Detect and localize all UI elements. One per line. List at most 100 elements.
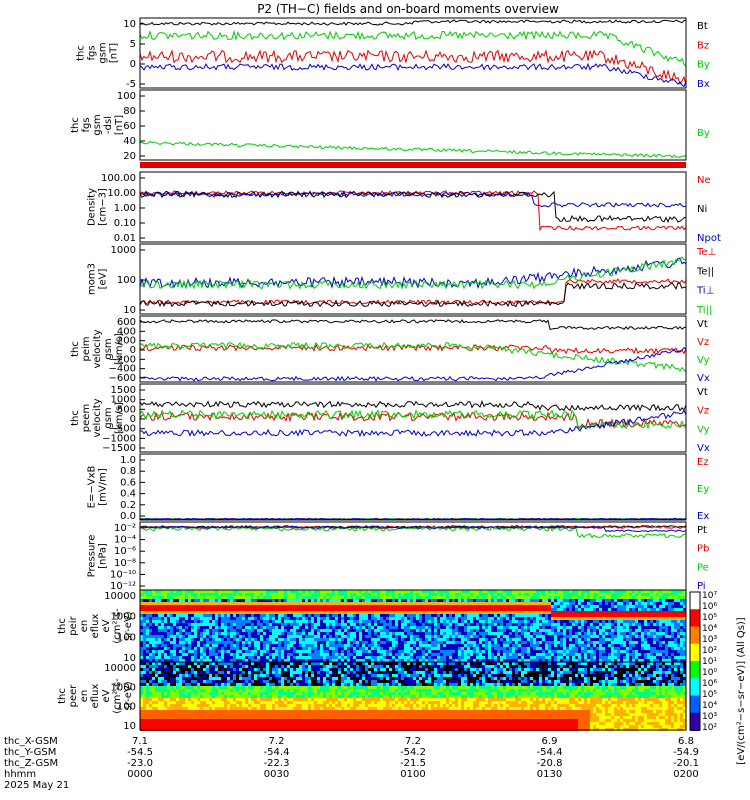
spectrogram-cell <box>551 656 554 659</box>
spectrogram-cell <box>179 626 182 629</box>
spectrogram-cell <box>281 659 284 662</box>
spectrogram-cell <box>368 605 371 608</box>
spectrogram-cell <box>401 608 404 611</box>
spectrogram-cell <box>386 659 389 662</box>
spectrogram-cell <box>560 659 563 662</box>
spectrogram-cell <box>170 611 173 614</box>
spectrogram-cell <box>230 590 233 593</box>
spectrogram-cell <box>623 635 626 638</box>
spectrogram-cell <box>680 656 683 659</box>
spectrogram-cell <box>308 596 311 599</box>
spectrogram-cell <box>380 635 383 638</box>
spectrogram-cell <box>155 695 158 698</box>
spectrogram-cell <box>326 635 329 638</box>
spectrogram-cell <box>668 599 671 602</box>
spectrogram-cell <box>290 608 293 611</box>
spectrogram-cell <box>143 683 146 686</box>
spectrogram-cell <box>584 596 587 599</box>
spectrogram-cell <box>257 653 260 656</box>
spectrogram-cell <box>323 623 326 626</box>
spectrogram-cell <box>167 638 170 641</box>
spectrogram-cell <box>386 599 389 602</box>
spectrogram-cell <box>683 605 686 608</box>
spectrogram-cell <box>545 635 548 638</box>
spectrogram-cell <box>155 614 158 617</box>
ylabel-line: en <box>79 620 90 633</box>
spectrogram-cell <box>152 638 155 641</box>
spectrogram-cell <box>443 653 446 656</box>
spectrogram-cell <box>479 623 482 626</box>
spectrogram-cell <box>545 659 548 662</box>
spectrogram-cell <box>182 608 185 611</box>
spectrogram-cell <box>566 629 569 632</box>
spectrogram-cell <box>245 590 248 593</box>
spectrogram-cell <box>434 635 437 638</box>
spectrogram-cell <box>335 632 338 635</box>
spectrogram-cell <box>644 641 647 644</box>
spectrogram-cell <box>419 596 422 599</box>
spectrogram-cell <box>317 599 320 602</box>
spectrogram-cell <box>380 620 383 623</box>
spectrogram-cell <box>152 620 155 623</box>
spectrogram-cell <box>224 635 227 638</box>
spectrogram-cell <box>281 620 284 623</box>
spectrogram-cell <box>440 608 443 611</box>
spectrogram-cell <box>200 659 203 662</box>
spectrogram-cell <box>353 611 356 614</box>
spectrogram-cell <box>509 617 512 620</box>
spectrogram-cell <box>341 629 344 632</box>
spectrogram-cell <box>248 659 251 662</box>
spectrogram-cell <box>602 641 605 644</box>
spectrogram-cell <box>419 611 422 614</box>
spectrogram-cell <box>185 605 188 608</box>
spectrogram-cell <box>653 653 656 656</box>
spectrogram-cell <box>614 617 617 620</box>
spectrogram-cell <box>230 623 233 626</box>
spectrogram-cell <box>530 653 533 656</box>
spectrogram-cell <box>386 590 389 593</box>
spectrogram-cell <box>623 653 626 656</box>
spectrogram-cell <box>431 629 434 632</box>
spectrogram-cell <box>362 593 365 596</box>
spectrogram-cell <box>542 659 545 662</box>
spectrogram-cell <box>572 608 575 611</box>
spectrogram-cell <box>365 629 368 632</box>
spectrogram-cell <box>167 593 170 596</box>
spectrogram-cell <box>674 620 677 623</box>
spectrogram-cell <box>470 605 473 608</box>
spectrogram-cell <box>296 656 299 659</box>
spectrogram-cell <box>299 593 302 596</box>
spectrogram-cell <box>497 647 500 650</box>
spectrogram-cell <box>440 611 443 614</box>
spectrogram-cell <box>215 647 218 650</box>
spectrogram-cell <box>617 647 620 650</box>
spectrogram-cell <box>152 593 155 596</box>
series-line-te <box>139 278 687 306</box>
spectrogram-cell <box>659 602 662 605</box>
spectrogram-cell <box>335 596 338 599</box>
spectrogram-cell <box>476 611 479 614</box>
panel-frame <box>139 171 687 243</box>
series-line-ti <box>139 256 687 290</box>
spectrogram-cell <box>455 632 458 635</box>
spectrogram-cell <box>257 656 260 659</box>
spectrogram-cell <box>542 653 545 656</box>
spectrogram-cell <box>242 590 245 593</box>
spectrogram-cell <box>437 647 440 650</box>
spectrogram-cell <box>407 614 410 617</box>
spectrogram-cell <box>443 599 446 602</box>
spectrogram-cell <box>425 626 428 629</box>
spectrogram-cell <box>515 602 518 605</box>
spectrogram-cell <box>455 611 458 614</box>
spectrogram-cell <box>671 635 674 638</box>
spectrogram-cell <box>191 605 194 608</box>
spectrogram-cell <box>455 605 458 608</box>
spectrogram-cell <box>224 629 227 632</box>
spectrogram-cell <box>173 716 176 719</box>
spectrogram-cell <box>476 650 479 653</box>
spectrogram-cell <box>248 608 251 611</box>
spectrogram-cell <box>518 641 521 644</box>
spectrogram-cell <box>221 653 224 656</box>
spectrogram-cell <box>374 629 377 632</box>
spectrogram-cell <box>440 599 443 602</box>
